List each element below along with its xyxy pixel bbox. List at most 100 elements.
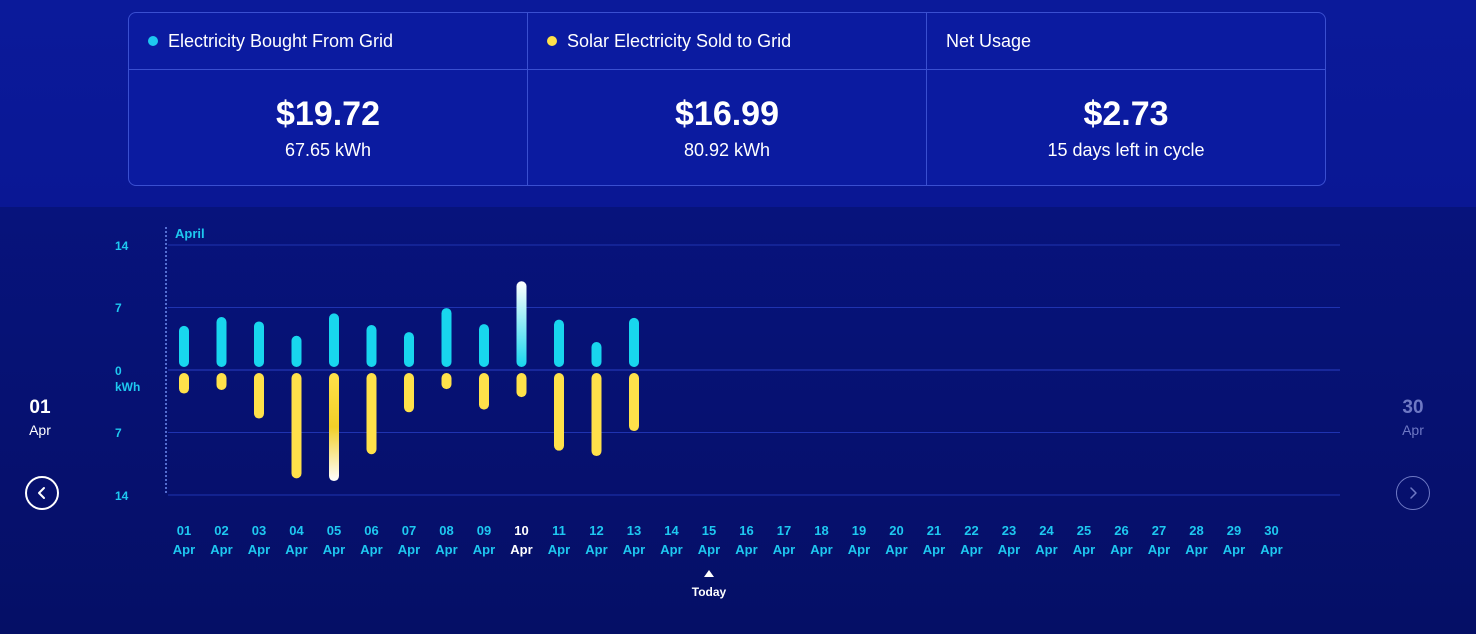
sold-bar[interactable] <box>629 373 639 432</box>
sold-card: Solar Electricity Sold to Grid $16.99 80… <box>527 13 926 185</box>
bought-bar[interactable] <box>179 325 189 367</box>
x-axis-date-label[interactable]: 14 Apr <box>652 521 692 559</box>
x-axis-day: 09 <box>476 523 492 538</box>
x-axis-day: 22 <box>964 523 979 538</box>
net-label: Net Usage <box>946 30 1032 51</box>
x-axis-month: Apr <box>885 542 908 557</box>
x-axis-day: 28 <box>1189 523 1204 538</box>
sold-bar[interactable] <box>366 373 377 455</box>
x-axis-day: 14 <box>664 523 679 538</box>
previous-period-button[interactable] <box>25 476 59 510</box>
sold-bar[interactable] <box>404 373 414 413</box>
bought-bar[interactable] <box>591 342 602 367</box>
x-axis-date-label[interactable]: 24 Apr <box>1027 521 1067 559</box>
x-axis-month: Apr <box>997 542 1021 557</box>
x-axis-date-label[interactable]: 17 Apr <box>764 521 804 559</box>
bought-bar[interactable] <box>441 308 452 367</box>
x-axis-day: 20 <box>889 523 904 538</box>
x-axis-date-label[interactable]: 20 Apr <box>877 521 917 559</box>
x-axis-date-label[interactable]: 16 Apr <box>727 521 767 559</box>
sold-bar[interactable] <box>329 373 339 482</box>
sold-label: Solar Electricity Sold to Grid <box>567 30 792 51</box>
x-axis-date-label[interactable]: 25 Apr <box>1064 521 1104 559</box>
sold-bar[interactable] <box>479 373 489 410</box>
today-label: Today <box>691 585 727 599</box>
x-axis-date-label[interactable]: 12 Apr <box>577 521 617 559</box>
bought-bar[interactable] <box>629 317 639 367</box>
sold-bar[interactable] <box>254 373 264 419</box>
x-axis-date-label[interactable]: 18 Apr <box>802 521 842 559</box>
x-axis-date-label[interactable]: 01 Apr <box>164 521 204 559</box>
bought-bar[interactable] <box>479 324 489 367</box>
y-tick-7-bottom: 7 <box>115 426 122 440</box>
bought-bar[interactable] <box>366 325 377 367</box>
sold-bar[interactable] <box>554 373 564 451</box>
x-axis-month: Apr <box>210 542 233 557</box>
x-axis-date-label[interactable]: 29 Apr <box>1214 521 1254 559</box>
x-axis-month: Apr <box>1035 542 1058 557</box>
x-axis-day: 06 <box>364 523 379 538</box>
x-axis-date-label[interactable]: 28 Apr <box>1177 521 1217 559</box>
x-axis-date-label[interactable]: 04 Apr <box>277 521 317 559</box>
x-axis-day: 27 <box>1151 523 1167 538</box>
bought-bar[interactable] <box>254 321 264 367</box>
usage-chart <box>165 227 1340 496</box>
x-axis-month: Apr <box>397 542 421 557</box>
x-axis-day: 19 <box>851 523 867 538</box>
x-axis-date-label[interactable]: 19 Apr <box>839 521 879 559</box>
x-axis-day: 05 <box>326 523 342 538</box>
bought-card: Electricity Bought From Grid $19.72 67.6… <box>129 13 527 185</box>
next-period-button[interactable] <box>1396 476 1430 510</box>
y-tick-0: 0 <box>115 364 122 378</box>
x-axis-day: 29 <box>1226 523 1242 538</box>
x-axis-date-label[interactable]: 10 Apr <box>502 521 542 559</box>
x-axis-month: Apr <box>810 542 833 557</box>
usage-summary: Electricity Bought From Grid $19.72 67.6… <box>128 12 1326 186</box>
x-axis-date-label[interactable]: 23 Apr <box>989 521 1029 559</box>
x-axis-month: Apr <box>1185 542 1208 557</box>
y-tick-14-bottom: 14 <box>115 489 129 503</box>
x-axis-day: 04 <box>289 523 304 538</box>
x-axis-month: Apr <box>1072 542 1096 557</box>
bought-bar[interactable] <box>404 332 414 367</box>
sold-bar[interactable] <box>441 373 452 390</box>
sold-bar[interactable] <box>216 373 227 390</box>
x-axis-date-label[interactable]: 11 Apr <box>539 521 579 559</box>
x-axis-date-label[interactable]: 05 Apr <box>314 521 354 559</box>
x-axis-date-label[interactable]: 27 Apr <box>1139 521 1179 559</box>
bought-bar[interactable] <box>516 281 527 367</box>
x-axis-day: 15 <box>701 523 717 538</box>
x-axis-date-label[interactable]: 08 Apr <box>427 521 467 559</box>
sold-bar[interactable] <box>179 373 189 394</box>
x-axis-date-label[interactable]: 22 Apr <box>952 521 992 559</box>
net-card: Net Usage $2.73 15 days left in cycle <box>926 13 1325 185</box>
bought-bar[interactable] <box>554 319 564 367</box>
sold-bar[interactable] <box>516 373 527 398</box>
x-axis-month: Apr <box>285 542 308 557</box>
x-axis-day: 30 <box>1264 523 1279 538</box>
bought-bar[interactable] <box>291 335 302 367</box>
x-axis-month: Apr <box>510 542 533 557</box>
x-axis-month: Apr <box>472 542 496 557</box>
x-axis-date-label[interactable]: 21 Apr <box>914 521 954 559</box>
x-axis-date-label[interactable]: 30 Apr <box>1252 521 1292 559</box>
x-axis-month: Apr <box>1147 542 1171 557</box>
range-end-date: 30 Apr <box>1383 397 1443 438</box>
x-axis-date-label[interactable]: 02 Apr <box>202 521 242 559</box>
x-axis-date-label[interactable]: 09 Apr <box>464 521 504 559</box>
month-label: April <box>175 226 205 241</box>
bought-bar[interactable] <box>216 317 227 367</box>
x-axis-date-label[interactable]: 26 Apr <box>1102 521 1142 559</box>
sold-bar[interactable] <box>291 373 302 479</box>
x-axis-date-label[interactable]: 15 Apr <box>689 521 729 559</box>
x-axis-date-label[interactable]: 07 Apr <box>389 521 429 559</box>
x-axis-day: 16 <box>739 523 754 538</box>
bought-bar[interactable] <box>329 313 339 367</box>
x-axis-month: Apr <box>172 542 196 557</box>
x-axis-month: Apr <box>960 542 983 557</box>
x-axis-date-label[interactable]: 03 Apr <box>239 521 279 559</box>
x-axis-date-label[interactable]: 13 Apr <box>614 521 654 559</box>
x-axis-day: 23 <box>1001 523 1017 538</box>
sold-bar[interactable] <box>591 373 602 457</box>
x-axis-date-label[interactable]: 06 Apr <box>352 521 392 559</box>
